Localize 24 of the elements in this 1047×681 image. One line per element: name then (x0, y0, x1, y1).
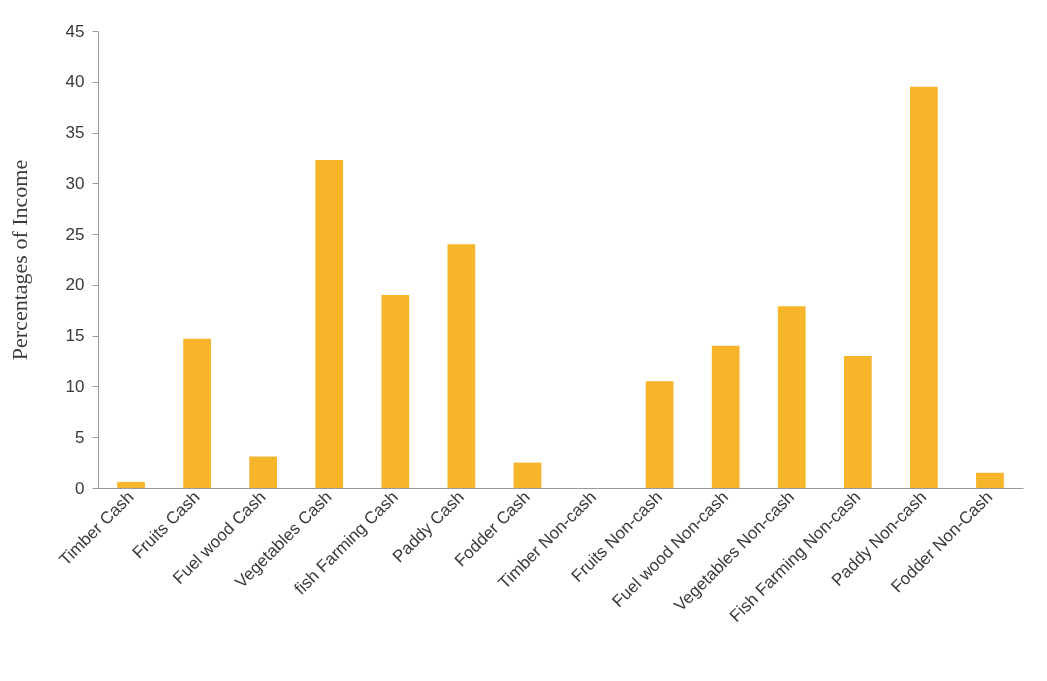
bar (711, 345, 740, 488)
y-tick-label: 5 (75, 427, 85, 447)
bar (843, 355, 872, 488)
y-tick-label: 30 (65, 173, 85, 193)
y-tick-label: 10 (65, 376, 85, 396)
y-tick-label: 45 (65, 21, 85, 41)
bar (447, 244, 476, 488)
bar (183, 338, 211, 488)
y-tick-label: 25 (65, 224, 85, 244)
y-axis-title: Percentages of Income (6, 159, 32, 361)
y-tick-label: 0 (75, 478, 85, 498)
bar (976, 472, 1004, 488)
bar (381, 295, 410, 488)
y-tick-label: 35 (65, 123, 85, 143)
bar (249, 456, 278, 488)
y-tick-label: 20 (65, 275, 85, 295)
bar (117, 481, 145, 488)
bar (910, 86, 938, 488)
y-tick-label: 15 (65, 326, 85, 346)
bar (777, 306, 806, 488)
bar (315, 159, 344, 488)
bar (513, 462, 542, 488)
bar (645, 381, 674, 488)
y-tick-label: 40 (65, 72, 85, 92)
